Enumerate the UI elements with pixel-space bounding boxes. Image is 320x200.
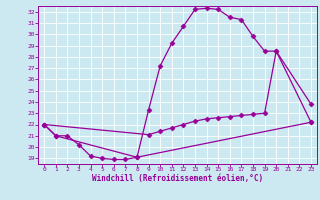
X-axis label: Windchill (Refroidissement éolien,°C): Windchill (Refroidissement éolien,°C) — [92, 174, 263, 183]
